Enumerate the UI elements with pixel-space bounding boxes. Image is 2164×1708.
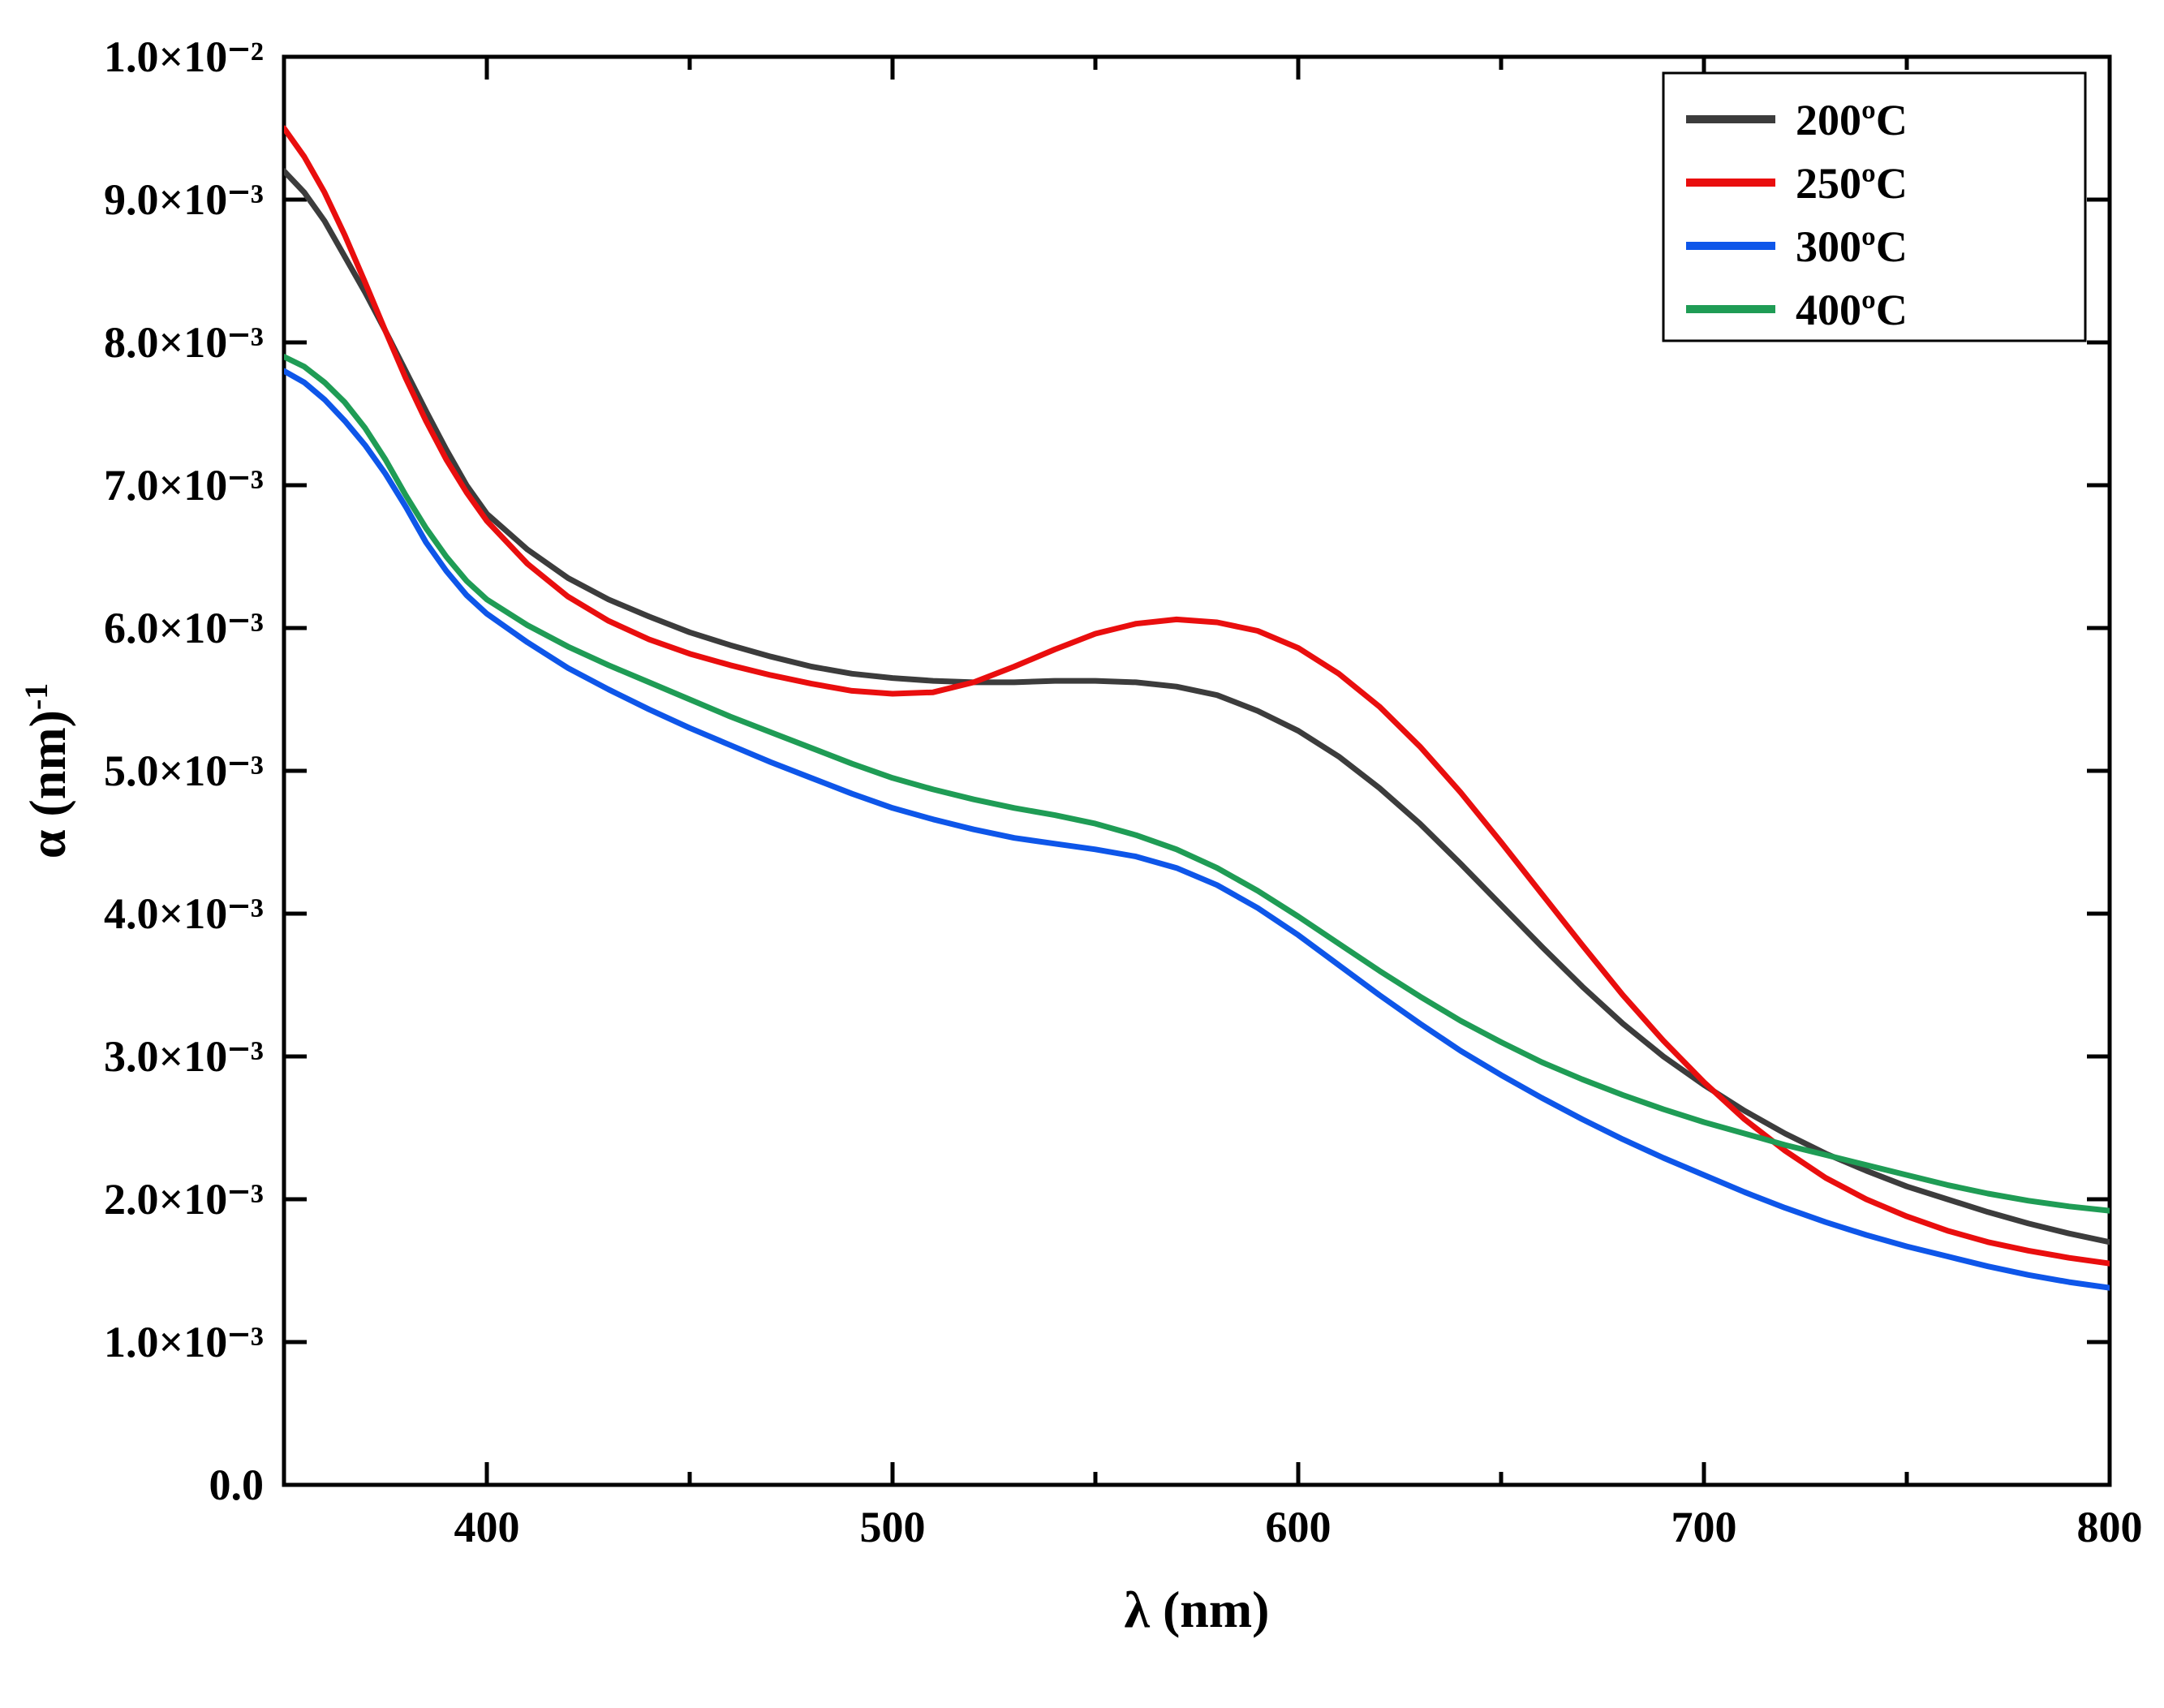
legend-label: 200ºC — [1796, 96, 1908, 144]
y-tick-label: 1.0×10⁻² — [104, 32, 264, 81]
x-tick-label: 800 — [2077, 1503, 2143, 1551]
x-tick-label: 500 — [860, 1503, 926, 1551]
y-tick-label: 7.0×10⁻³ — [104, 461, 264, 510]
legend-label: 300ºC — [1796, 222, 1908, 271]
y-tick-label: 5.0×10⁻³ — [104, 746, 264, 795]
y-tick-label: 1.0×10⁻³ — [104, 1318, 264, 1366]
x-tick-label: 600 — [1266, 1503, 1332, 1551]
y-tick-label: 8.0×10⁻³ — [104, 318, 264, 367]
y-tick-label: 0.0 — [209, 1461, 265, 1509]
legend-label: 400ºC — [1796, 286, 1908, 334]
absorption-chart: 400 500 600 700 800 λ (nm) 0.0 1.0×10⁻³ 2.0×10⁻³… — [0, 0, 2164, 1708]
x-tick-label: 700 — [1671, 1503, 1737, 1551]
x-axis-label: λ (nm) — [1125, 1581, 1270, 1638]
legend: 200ºC 250ºC 300ºC 400ºC — [1663, 73, 2085, 341]
x-tick-label: 400 — [454, 1503, 520, 1551]
y-tick-label: 2.0×10⁻³ — [104, 1175, 264, 1224]
legend-label: 250ºC — [1796, 159, 1908, 208]
y-tick-label: 6.0×10⁻³ — [104, 604, 264, 652]
y-tick-label: 9.0×10⁻³ — [104, 175, 264, 224]
y-tick-label: 4.0×10⁻³ — [104, 889, 264, 938]
y-tick-label: 3.0×10⁻³ — [104, 1032, 264, 1081]
